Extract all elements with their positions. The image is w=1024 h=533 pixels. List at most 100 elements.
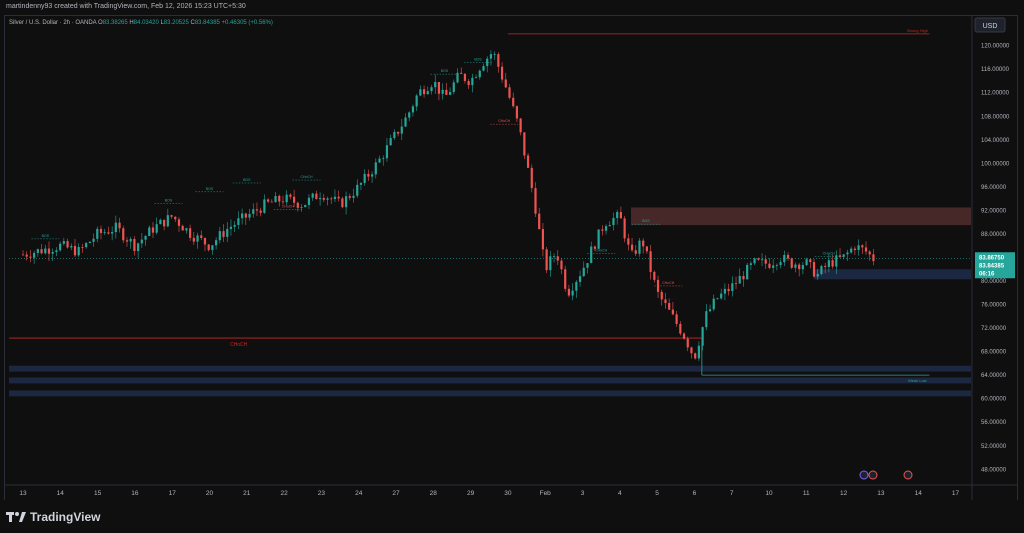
candle-body [304, 204, 307, 208]
candle-body [159, 219, 162, 225]
x-tick-label: 12 [840, 490, 848, 497]
candle-body [96, 228, 99, 239]
candle-body [790, 258, 793, 268]
x-tick-label: 20 [206, 490, 214, 497]
candle-body [66, 241, 69, 248]
candle-body [62, 241, 65, 244]
candle-body [794, 264, 797, 268]
x-tick-label: 11 [803, 490, 810, 497]
candle-body [281, 201, 285, 203]
candle-body [779, 262, 782, 266]
last-price-tag [975, 252, 1015, 279]
candle-body [200, 235, 203, 238]
candle-body [716, 298, 719, 300]
candle-body [174, 216, 177, 220]
candle-body [746, 264, 749, 280]
candle-body [853, 248, 856, 250]
candle-body [601, 229, 604, 231]
candle-body [872, 254, 875, 262]
candle-body [664, 299, 667, 304]
candle-body [137, 243, 140, 252]
candle-body [181, 225, 184, 231]
x-tick-label: 30 [504, 490, 512, 497]
candle-body [638, 240, 641, 254]
candle-body [207, 244, 210, 251]
candle-body [604, 226, 608, 231]
candle-body [344, 196, 348, 208]
structure-label: BOS [642, 219, 650, 223]
candle-body [668, 303, 671, 310]
candle-body [474, 77, 478, 78]
candle-body [612, 218, 615, 226]
candlestick-chart[interactable]: USD Silver / U.S. Dollar · 2h · OANDA O83… [5, 16, 1017, 501]
candle-body [226, 228, 229, 237]
candle-body [738, 276, 741, 284]
candle-body [567, 288, 571, 296]
chart-frame[interactable]: USD Silver / U.S. Dollar · 2h · OANDA O83… [4, 15, 1018, 502]
candle-body [437, 81, 441, 94]
candle-body [671, 309, 674, 315]
candle-body [356, 184, 359, 196]
candle-body [289, 194, 292, 197]
currency-button[interactable] [974, 17, 1006, 33]
y-tick-label: 48.00000 [981, 467, 1007, 473]
candle-body [861, 245, 864, 248]
candle-body [107, 232, 110, 234]
candle-body [29, 256, 32, 258]
x-tick-label: 13 [877, 490, 885, 497]
candle-body [189, 228, 192, 238]
candle-body [556, 256, 559, 261]
event-flag-icon[interactable] [903, 470, 913, 480]
candle-body [827, 260, 830, 267]
candle-body [229, 226, 233, 229]
ohlc-legend: Silver / U.S. Dollar · 2h · OANDA O83.38… [9, 20, 273, 26]
price-tag-label: 83.86750 [979, 255, 1005, 261]
level-line-label: Weak Low [908, 378, 927, 383]
candle-body [500, 66, 504, 80]
candle-body [21, 254, 25, 256]
candle-body [486, 58, 489, 67]
candle-body [248, 213, 251, 218]
candle-body [526, 155, 530, 168]
candle-body [768, 263, 771, 268]
candle-body [805, 259, 808, 266]
candle-body [396, 131, 400, 134]
candle-body [255, 209, 259, 211]
candle-body [114, 222, 117, 233]
candle-body [363, 173, 366, 184]
y-tick-label: 104.00000 [981, 138, 1010, 144]
footer: TradingView [0, 500, 1024, 533]
tradingview-logo[interactable]: TradingView [6, 510, 100, 524]
candle-body [400, 126, 403, 134]
candle-body [523, 132, 526, 156]
candle-body [530, 167, 533, 189]
y-tick-label: 120.00000 [981, 44, 1010, 50]
candle-body [330, 198, 333, 200]
candle-body [337, 196, 340, 199]
x-tick-label: 5 [655, 490, 659, 497]
currency-button-label: USD [983, 23, 998, 30]
candle-body [40, 249, 43, 254]
structure-label: CHoCH [823, 252, 836, 256]
event-flag-icon[interactable] [868, 470, 878, 480]
candle-body [92, 238, 95, 242]
candle-body [489, 54, 493, 59]
candle-body [77, 246, 80, 256]
y-tick-label: 60.00000 [981, 397, 1007, 403]
blue-zone [813, 269, 971, 280]
price-tag-label: 06:16 [979, 271, 995, 277]
candle-body [348, 196, 351, 198]
level-line-label: CHoCH [230, 342, 248, 348]
candle-body [582, 267, 585, 277]
y-tick-label: 92.00000 [981, 208, 1007, 214]
event-flash-icon[interactable] [859, 470, 869, 480]
candle-body [148, 227, 151, 236]
x-tick-label: 14 [57, 490, 65, 497]
candle-body [831, 260, 834, 267]
candle-body [627, 238, 630, 245]
candle-body [708, 309, 712, 312]
structure-label: BOS [42, 234, 50, 238]
candle-body [742, 276, 745, 280]
x-tick-label: 22 [280, 490, 288, 497]
candle-body [619, 212, 623, 219]
